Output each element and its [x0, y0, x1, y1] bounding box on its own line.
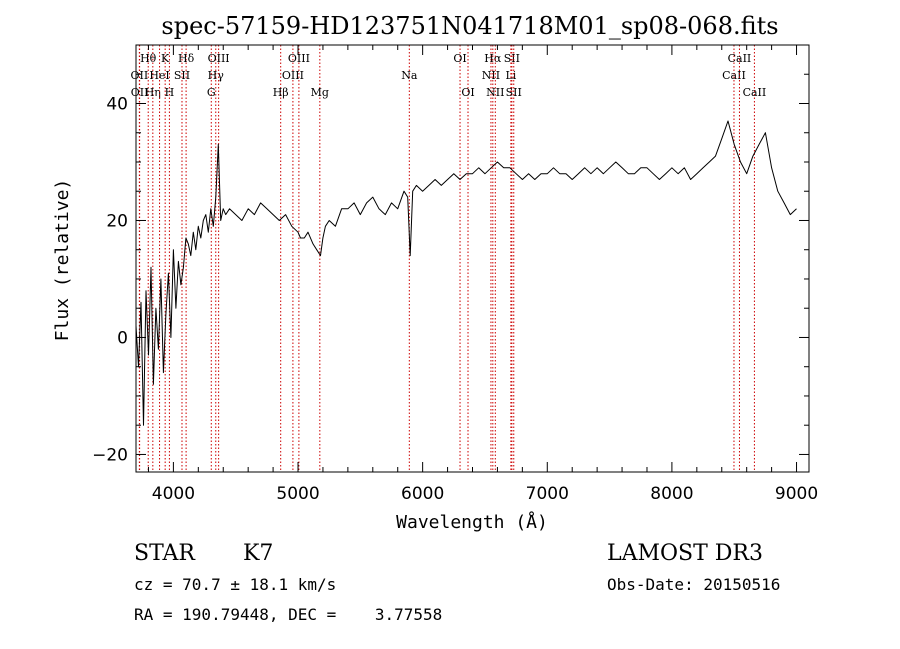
line-marker-label: OIII: [208, 52, 230, 65]
redshift-value: cz = 70.7 ± 18.1 km/s: [134, 575, 336, 594]
line-marker-label: Na: [401, 69, 418, 82]
line-marker-label: SII: [504, 52, 520, 65]
line-marker-label: H: [165, 86, 175, 99]
line-marker-label: Li: [505, 69, 516, 82]
coordinates: RA = 190.79448, DEC = 3.77558: [134, 605, 442, 624]
y-tick-label: −20: [92, 445, 128, 465]
y-tick-label: 40: [106, 94, 128, 114]
line-marker-label: NII: [482, 69, 500, 82]
line-marker-label: Hθ: [140, 52, 157, 65]
line-marker-label: HeI: [149, 69, 169, 82]
line-marker-label: Hβ: [273, 86, 289, 99]
x-tick-label: 8000: [650, 484, 693, 504]
line-marker-label: NII: [486, 86, 504, 99]
obs-date: Obs-Date: 20150516: [607, 575, 780, 594]
line-marker-label: Hδ: [178, 52, 195, 65]
object-class: STAR: [134, 541, 196, 566]
line-marker-label: G: [207, 86, 216, 99]
line-markers: HθOIIOIIHηHeIKHSIIHδHγGOIIIHβOIIIOIIIMgN…: [131, 45, 767, 472]
line-marker-label: OI: [453, 52, 466, 65]
object-subclass: K7: [243, 541, 273, 566]
line-marker-label: CaII: [743, 86, 767, 99]
x-axis-label: Wavelength (Å): [396, 511, 548, 533]
line-marker-label: OII: [131, 69, 149, 82]
line-marker-label: Hα: [484, 52, 502, 65]
axes-group: 4000 5000 6000 7000 8000 9000 −20 0 20 40: [92, 45, 818, 504]
x-tick-label: 6000: [401, 484, 444, 504]
line-marker-label: SII: [506, 86, 522, 99]
line-marker-label: CaII: [728, 52, 752, 65]
line-marker-label: SII: [174, 69, 190, 82]
x-tick-label: 9000: [775, 484, 818, 504]
x-tick-label: 5000: [276, 484, 319, 504]
line-marker-label: K: [161, 52, 170, 65]
x-tick-label: 4000: [152, 484, 195, 504]
y-tick-label: 0: [117, 328, 128, 348]
plot-frame: [135, 44, 810, 473]
line-marker-label: OIII: [288, 52, 310, 65]
line-marker-label: OIII: [282, 69, 304, 82]
y-axis-label: Flux (relative): [52, 179, 73, 342]
line-marker-label: Hη: [145, 86, 161, 99]
line-marker-label: OI: [461, 86, 474, 99]
line-marker-label: CaII: [722, 69, 746, 82]
y-tick-label: 20: [106, 211, 128, 231]
line-marker-label: OII: [131, 86, 149, 99]
survey-name: LAMOST DR3: [607, 541, 763, 566]
series-line-flux: [135, 120, 797, 426]
series-group: [135, 120, 797, 426]
line-marker-label: Mg: [311, 86, 329, 99]
x-tick-label: 7000: [526, 484, 569, 504]
chart-title: spec-57159-HD123751N041718M01_sp08-068.f…: [161, 12, 778, 40]
line-marker-label: Hγ: [208, 69, 225, 82]
